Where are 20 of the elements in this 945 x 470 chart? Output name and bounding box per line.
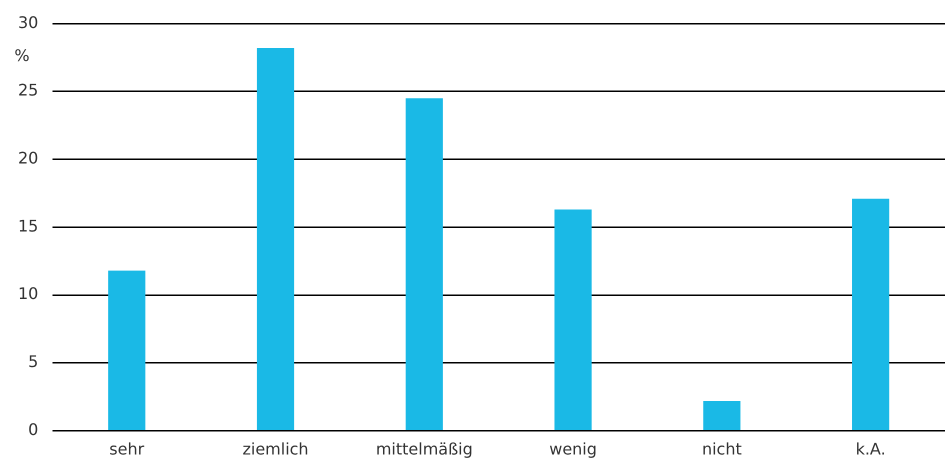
y-tick-label: 0 xyxy=(28,420,38,439)
bar xyxy=(554,210,592,430)
bar xyxy=(256,48,294,430)
y-tick-label: 25 xyxy=(18,80,38,100)
x-tick-label: mittelmäßig xyxy=(376,440,473,459)
bar xyxy=(406,98,443,430)
x-tick-label: ziemlich xyxy=(242,440,309,459)
y-tick-label: 30 xyxy=(18,12,38,32)
y-axis-title: % xyxy=(14,46,30,65)
y-tick-label: 5 xyxy=(28,352,38,372)
x-tick-label: nicht xyxy=(702,440,742,459)
bar xyxy=(108,270,146,430)
x-tick-label: wenig xyxy=(549,440,597,459)
y-tick-label: 20 xyxy=(18,148,38,168)
bar xyxy=(703,400,740,430)
bar xyxy=(852,198,890,430)
x-tick-label: sehr xyxy=(109,440,145,459)
y-tick-label: 15 xyxy=(18,216,38,236)
x-tick-label: k.A. xyxy=(856,440,886,459)
y-tick-label: 10 xyxy=(18,284,38,304)
